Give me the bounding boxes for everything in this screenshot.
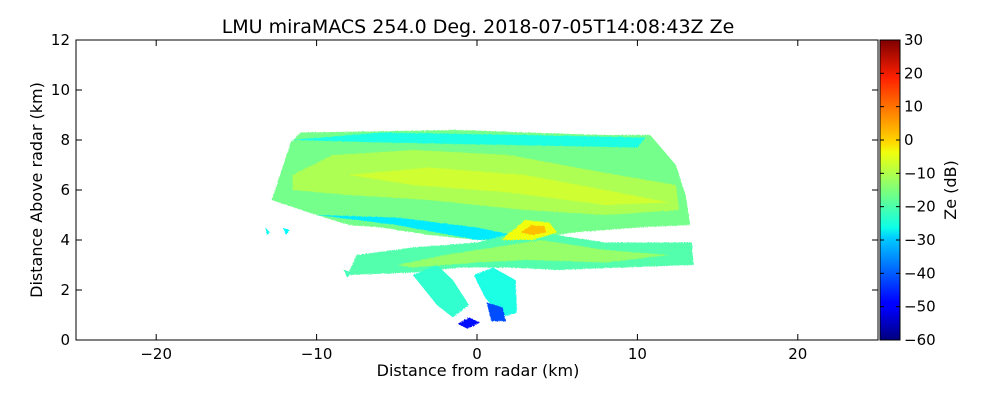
y-tick-label: 0 xyxy=(60,331,70,349)
lower-lobe-right xyxy=(473,267,518,318)
colorbar-tick-label: −50 xyxy=(904,298,936,316)
colorbar-label: Ze (dB) xyxy=(941,160,960,220)
isolated-echo-speck xyxy=(343,270,352,278)
radar-echo-field xyxy=(265,130,694,329)
colorbar-ticks: 30 20 10 0 −10 −20 −30 −40 −50 −60 xyxy=(880,31,936,349)
y-tick-label: 8 xyxy=(60,131,70,149)
upper-layer-max xyxy=(348,167,670,205)
x-tick-label: −10 xyxy=(301,345,333,363)
x-tick-label: −20 xyxy=(140,345,172,363)
y-tick-label: 4 xyxy=(60,231,70,249)
colorbar-tick-label: −40 xyxy=(904,264,936,282)
x-axis-label: Distance from radar (km) xyxy=(377,361,580,380)
chart-title: LMU miraMACS 254.0 Deg. 2018-07-05T14:08… xyxy=(222,16,735,38)
y-tick-label: 6 xyxy=(60,181,70,199)
y-tick-label: 2 xyxy=(60,281,70,299)
x-tick-label: 20 xyxy=(788,345,807,363)
convective-core-inner xyxy=(520,225,546,235)
isolated-echo-speck xyxy=(282,227,290,235)
colorbar-tick-label: 0 xyxy=(904,131,914,149)
lower-lobe-left xyxy=(412,265,469,318)
colorbar-tick-label: −10 xyxy=(904,164,936,182)
lower-lobe-tip xyxy=(486,302,506,322)
x-axis-ticks: −20 −10 0 10 20 xyxy=(140,40,807,363)
colorbar-tick-label: 10 xyxy=(904,98,923,116)
y-tick-label: 10 xyxy=(51,81,70,99)
layer-top-edge xyxy=(290,132,646,148)
y-axis-label: Distance Above radar (km) xyxy=(27,82,46,298)
y-axis-ticks: 0 2 4 6 8 10 12 xyxy=(51,31,878,349)
isolated-echo-speck xyxy=(265,227,271,235)
colorbar xyxy=(879,39,901,341)
colorbar-tick-label: 20 xyxy=(904,64,923,82)
colorbar-tick-label: 30 xyxy=(904,31,923,49)
colorbar-tick-label: −30 xyxy=(904,231,936,249)
x-tick-label: 10 xyxy=(628,345,647,363)
colorbar-tick-label: −20 xyxy=(904,198,936,216)
colorbar-tick-label: −60 xyxy=(904,331,936,349)
x-tick-label: 0 xyxy=(472,345,482,363)
layer-base-edge xyxy=(316,215,526,240)
mid-band-core xyxy=(396,240,670,268)
y-tick-label: 12 xyxy=(51,31,70,49)
ground-clutter-speck xyxy=(457,317,481,329)
